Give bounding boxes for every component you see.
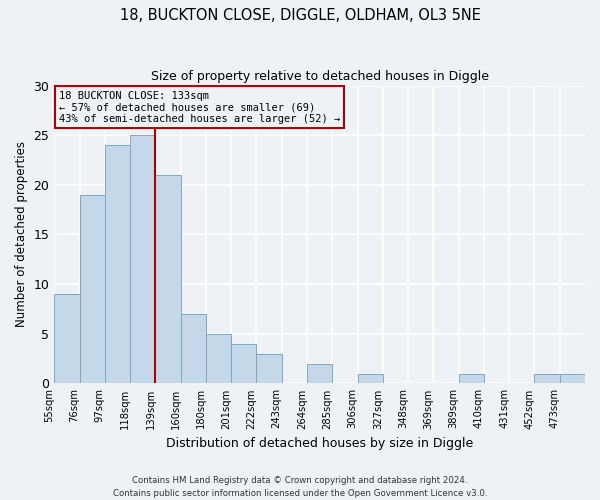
- Bar: [155, 175, 181, 384]
- Y-axis label: Number of detached properties: Number of detached properties: [15, 142, 28, 328]
- Bar: [54, 294, 80, 384]
- Bar: [535, 374, 560, 384]
- Bar: [206, 334, 231, 384]
- Text: 18 BUCKTON CLOSE: 133sqm
← 57% of detached houses are smaller (69)
43% of semi-d: 18 BUCKTON CLOSE: 133sqm ← 57% of detach…: [59, 90, 340, 124]
- Text: Contains HM Land Registry data © Crown copyright and database right 2024.
Contai: Contains HM Land Registry data © Crown c…: [113, 476, 487, 498]
- Bar: [358, 374, 383, 384]
- Text: 18, BUCKTON CLOSE, DIGGLE, OLDHAM, OL3 5NE: 18, BUCKTON CLOSE, DIGGLE, OLDHAM, OL3 5…: [119, 8, 481, 22]
- Bar: [307, 364, 332, 384]
- Bar: [105, 145, 130, 384]
- X-axis label: Distribution of detached houses by size in Diggle: Distribution of detached houses by size …: [166, 437, 473, 450]
- Bar: [130, 135, 155, 384]
- Bar: [458, 374, 484, 384]
- Title: Size of property relative to detached houses in Diggle: Size of property relative to detached ho…: [151, 70, 488, 83]
- Bar: [231, 344, 256, 384]
- Bar: [256, 354, 282, 384]
- Bar: [80, 195, 105, 384]
- Bar: [560, 374, 585, 384]
- Bar: [181, 314, 206, 384]
